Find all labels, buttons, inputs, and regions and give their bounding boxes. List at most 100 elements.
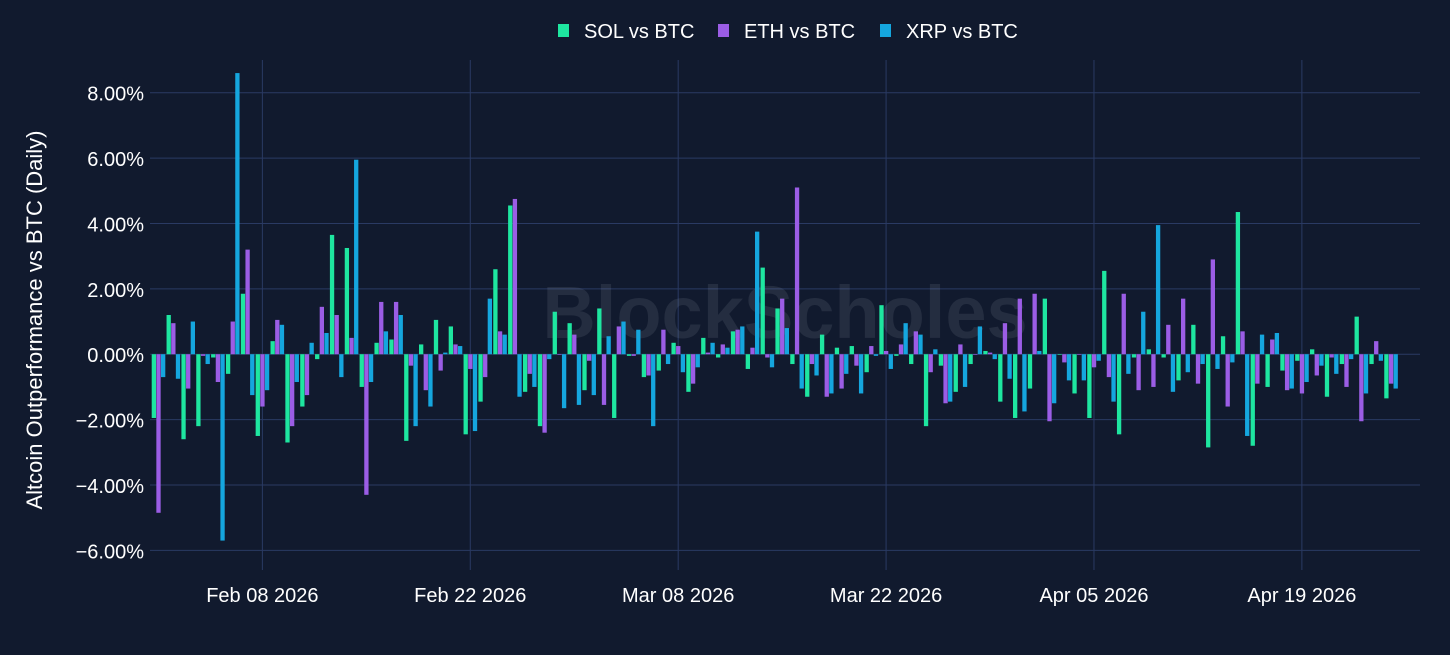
bar [151, 354, 156, 418]
bar [661, 329, 666, 355]
bar [923, 354, 929, 427]
bar [671, 342, 676, 355]
bar [784, 328, 789, 355]
bar [1259, 334, 1265, 355]
bar [898, 344, 904, 355]
bar [1042, 298, 1047, 355]
bar [710, 342, 715, 355]
bar [547, 354, 552, 360]
bar [245, 249, 250, 355]
bar [1116, 354, 1122, 435]
bar [775, 308, 780, 355]
bar [720, 344, 725, 355]
bar [636, 329, 641, 355]
bar [745, 354, 750, 369]
bar [285, 354, 290, 443]
bar [561, 354, 567, 409]
bar [329, 234, 335, 355]
bar [587, 354, 592, 361]
bar [1087, 354, 1092, 418]
bar [1027, 354, 1033, 389]
bar [601, 354, 607, 405]
bar [433, 319, 439, 355]
x-axis-ticks: Feb 08 2026 Feb 22 2026 Mar 08 2026 Mar 22 … [206, 585, 1356, 607]
bar [814, 354, 819, 376]
bar [161, 354, 166, 378]
bar [606, 336, 611, 355]
bar [196, 354, 201, 427]
bar [680, 354, 686, 373]
bar [987, 352, 993, 355]
legend-item: XRP vs BTC [880, 21, 1018, 43]
bar [260, 354, 265, 407]
bar [240, 293, 246, 355]
bar [1081, 354, 1086, 381]
legend-swatch [558, 24, 569, 37]
bar [1032, 293, 1037, 355]
bar [641, 354, 647, 378]
bar [958, 344, 963, 355]
bar [374, 342, 379, 355]
bar [483, 354, 488, 378]
bar [968, 354, 973, 365]
bar [591, 354, 596, 396]
bar [1374, 341, 1379, 355]
bar [211, 354, 216, 358]
bar [497, 331, 503, 355]
bar [1052, 354, 1057, 404]
bar [443, 352, 448, 355]
bar [309, 342, 314, 355]
y-tick-label: 0.00% [87, 345, 144, 367]
bar [740, 326, 745, 355]
bar [909, 354, 914, 365]
bar [918, 334, 923, 355]
bar [1245, 354, 1250, 436]
bar [1349, 354, 1354, 360]
bar [294, 354, 299, 383]
bar [933, 349, 938, 355]
bar [502, 334, 507, 355]
legend: SOL vs BTC ETH vs BTC XRP vs BTC [558, 21, 1018, 43]
bar [884, 350, 889, 355]
bar [1146, 349, 1151, 355]
bar [938, 354, 944, 366]
bar [453, 344, 458, 355]
bar [735, 329, 740, 355]
y-axis-ticks: −6.00% −4.00% −2.00% 0.00% 2.00% 4.00% 6.00% 8.… [76, 84, 145, 564]
bar [1181, 298, 1186, 355]
bar [1310, 349, 1315, 355]
bar [686, 354, 691, 392]
bar [512, 198, 518, 355]
bar [448, 326, 453, 355]
bar [1369, 354, 1374, 365]
bar [1235, 212, 1241, 355]
grid [150, 60, 1420, 570]
bar [809, 354, 815, 365]
bar [508, 205, 513, 355]
bar [1225, 354, 1230, 407]
bar [349, 337, 354, 355]
bar [582, 354, 587, 391]
y-axis-label: Altcoin Outperformance vs BTC (Daily) [22, 131, 47, 510]
bar [1388, 354, 1394, 384]
bar [665, 354, 671, 365]
bar [156, 354, 161, 513]
bar [631, 354, 636, 356]
bar [557, 354, 562, 355]
bar [186, 354, 191, 389]
bar [1393, 354, 1398, 389]
legend-item: ETH vs BTC [718, 21, 855, 43]
bar [616, 326, 621, 355]
bar [705, 352, 711, 355]
bar [1255, 354, 1260, 384]
y-tick-label: 2.00% [87, 280, 144, 302]
bar [398, 315, 403, 355]
bar [676, 346, 681, 355]
bar [943, 354, 948, 404]
bar [468, 354, 473, 369]
bar [701, 337, 706, 355]
bar [576, 354, 582, 405]
bar [1314, 354, 1319, 376]
bar [888, 354, 893, 369]
bar [1250, 354, 1255, 446]
